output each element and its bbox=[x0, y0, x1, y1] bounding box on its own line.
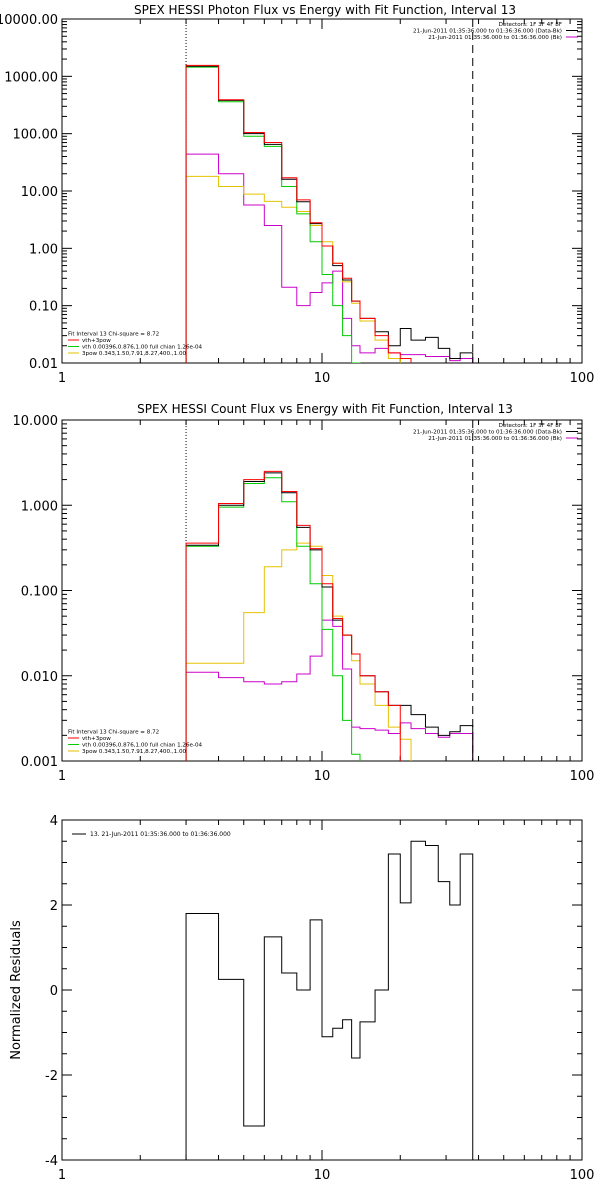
photon-legend-fit-text: 3pow 0.343,1.50,7.91,8.27,400.,1.00 bbox=[82, 351, 187, 357]
count-legend-top-text: 21-Jun-2011 01:35:36.000 to 01:36:36.000… bbox=[428, 436, 562, 442]
photon-legend-fit-text: Fit Interval 13 Chi-square = 8.72 bbox=[68, 332, 159, 338]
count-x-tick-label: 100 bbox=[570, 769, 595, 784]
count-legend-top-text: 21-Jun-2011 01:35:36.000 to 01:36:36.000… bbox=[413, 430, 562, 436]
residuals-x-tick-label: 100 bbox=[570, 1168, 595, 1183]
count-series-vth-plus-3pow bbox=[185, 470, 401, 761]
photon-y-tick-label: 100.00 bbox=[13, 128, 59, 143]
count-y-tick-label: 0.100 bbox=[21, 585, 58, 600]
count-chart-title: SPEX HESSI Count Flux vs Energy with Fit… bbox=[137, 402, 513, 416]
photon-x-tick-label: 1 bbox=[58, 371, 66, 386]
photon-legend-fit-text: vth+3pow bbox=[82, 338, 111, 344]
photon-y-tick-label: 10.00 bbox=[21, 185, 58, 200]
photon-y-tick-label: 10000.00 bbox=[0, 13, 58, 28]
photon-series-background bbox=[185, 153, 474, 363]
count-legend-top-text: Detectors: 1F 3F 4F 8F bbox=[499, 423, 562, 429]
count-series-3pow bbox=[185, 542, 412, 761]
residuals-x-tick-label: 10 bbox=[314, 1168, 331, 1183]
photon-legend-fit-text: vth 0.00396,0.876,1.00 full chian 1.26e-… bbox=[82, 345, 203, 351]
photon-chart-title: SPEX HESSI Photon Flux vs Energy with Fi… bbox=[134, 3, 516, 17]
photon-axis-ticks: 1 10 100 0.01 0.10 1.00 10.00 100.00 1000.00 1000… bbox=[0, 13, 594, 386]
residuals-y-tick-label: -2 bbox=[45, 1069, 58, 1084]
residuals-legend: 13. 21-Jun-2011 01:35:36.000 to 01:36:36… bbox=[72, 831, 231, 838]
count-legend-fit: Fit Interval 13 Chi-square = 8.72vth+3po… bbox=[68, 730, 203, 755]
count-y-tick-label: 0.001 bbox=[21, 755, 58, 770]
residuals-y-axis-label: Normalized Residuals bbox=[9, 920, 24, 1060]
count-x-tick-label: 10 bbox=[314, 769, 331, 784]
count-legend-fit-text: vth+3pow bbox=[82, 736, 111, 742]
count-x-tick-label: 1 bbox=[58, 769, 66, 784]
count-series-vth bbox=[185, 477, 361, 761]
photon-flux-panel: SPEX HESSI Photon Flux vs Energy with Fi… bbox=[0, 3, 594, 386]
residuals-panel: Normalized Residuals 1 10 100 -4 -2 0 2 4 13. 2… bbox=[9, 814, 594, 1183]
count-legend-fit-text: 3pow 0.343,1.50,7.91,8.27,400.,1.00 bbox=[82, 749, 187, 755]
count-series-group bbox=[185, 470, 474, 761]
count-legend-fit-text: Fit Interval 13 Chi-square = 8.72 bbox=[68, 730, 159, 736]
photon-y-tick-label: 1.00 bbox=[29, 242, 58, 257]
photon-series-data-minus-bk bbox=[185, 65, 474, 363]
photon-series-vth bbox=[185, 66, 361, 363]
photon-y-tick-label: 0.10 bbox=[29, 300, 58, 315]
residuals-x-tick-label: 1 bbox=[58, 1168, 66, 1183]
photon-legend-top-text: Detectors: 1F 3F 4F 8F bbox=[499, 22, 562, 28]
count-legend-fit-text: vth 0.00396,0.876,1.00 full chian 1.26e-… bbox=[82, 743, 203, 749]
residuals-axis-ticks: 1 10 100 -4 -2 0 2 4 bbox=[45, 814, 594, 1183]
photon-legend-top-text: 21-Jun-2011 01:35:36.000 to 01:36:36.000… bbox=[428, 35, 562, 41]
photon-series-vth-plus-3pow bbox=[185, 64, 412, 363]
count-series-background bbox=[185, 619, 474, 761]
count-axis-ticks: 1 10 100 0.001 0.010 0.100 1.000 10.000 bbox=[13, 414, 595, 784]
photon-legend-top-text: 21-Jun-2011 01:35:36.000 to 01:36:36.000… bbox=[413, 29, 562, 35]
photon-y-tick-label: 0.01 bbox=[29, 357, 58, 372]
count-flux-panel: SPEX HESSI Count Flux vs Energy with Fit… bbox=[13, 402, 595, 784]
residuals-y-tick-label: 0 bbox=[50, 984, 58, 999]
photon-reference-lines bbox=[185, 19, 474, 363]
photon-y-tick-label: 1000.00 bbox=[4, 70, 58, 85]
photon-legend-fit: Fit Interval 13 Chi-square = 8.72vth+3po… bbox=[68, 332, 203, 357]
photon-x-tick-label: 100 bbox=[570, 371, 595, 386]
photon-x-tick-label: 10 bbox=[314, 371, 331, 386]
photon-series-group bbox=[185, 64, 474, 363]
count-y-tick-label: 0.010 bbox=[21, 670, 58, 685]
residuals-series-group bbox=[185, 840, 474, 1160]
residuals-series-data-minus-bk bbox=[185, 840, 474, 1160]
count-y-tick-label: 10.000 bbox=[13, 414, 59, 429]
count-y-tick-label: 1.000 bbox=[21, 499, 58, 514]
count-reference-lines bbox=[185, 420, 474, 761]
residuals-y-tick-label: 2 bbox=[50, 899, 58, 914]
residuals-legend-text: 13. 21-Jun-2011 01:35:36.000 to 01:36:36… bbox=[90, 831, 231, 838]
residuals-y-tick-label: -4 bbox=[45, 1154, 58, 1169]
photon-series-3pow bbox=[185, 175, 401, 363]
residuals-y-tick-label: 4 bbox=[50, 814, 58, 829]
photon-plot-frame bbox=[61, 18, 583, 364]
